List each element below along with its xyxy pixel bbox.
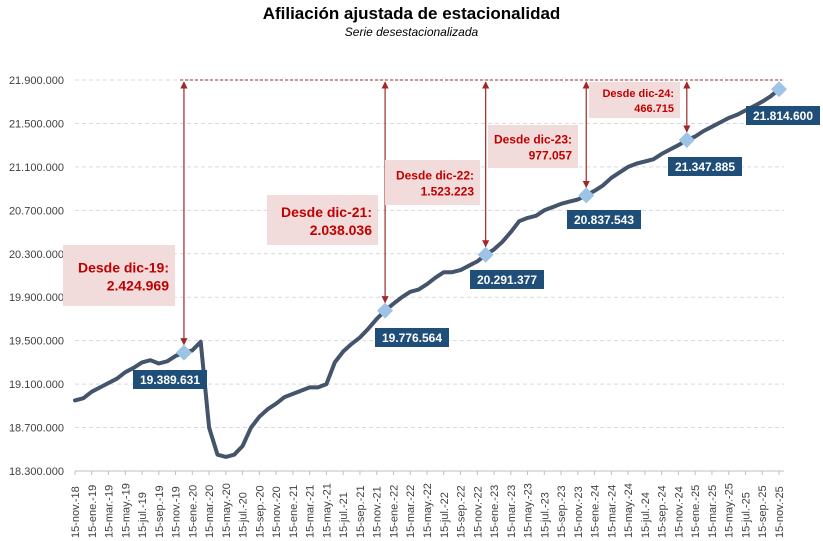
x-tick-label: 15-ene.-23 xyxy=(489,485,501,538)
value-label-box xyxy=(668,157,742,176)
annotation-value: 1.523.223 xyxy=(421,185,475,199)
value-label-box xyxy=(470,270,544,289)
x-tick-label: 15-jul.-25 xyxy=(740,492,752,538)
annotation-title: Desde dic-22: xyxy=(396,169,474,183)
x-tick-label: 15-sep.-23 xyxy=(556,485,568,538)
x-tick-label: 15-ene.-25 xyxy=(690,485,702,538)
diamond-marker xyxy=(377,302,394,319)
diamond-marker xyxy=(771,81,787,98)
x-tick-label: 15-ene.-22 xyxy=(388,485,400,538)
annotation-box xyxy=(589,82,680,118)
annotation-box xyxy=(488,125,578,168)
diamond-marker xyxy=(477,246,494,263)
value-label-box xyxy=(133,370,207,389)
x-tick-label: 15-nov.-20 xyxy=(271,486,283,538)
y-tick-label: 21.500.000 xyxy=(9,118,64,130)
x-tick-label: 15-nov.-22 xyxy=(472,486,484,538)
x-tick-label: 15-mar.-20 xyxy=(204,485,216,538)
x-tick-label: 15-may.-22 xyxy=(422,483,434,538)
chart-title: Afiliación ajustada de estacionalidad xyxy=(262,4,561,23)
x-tick-label: 15-nov.-24 xyxy=(673,486,685,538)
x-tick-label: 15-may.-20 xyxy=(221,483,233,538)
value-label: 21.814.600 xyxy=(753,109,813,123)
x-tick-label: 15-jul.-24 xyxy=(640,492,652,538)
x-tick-label: 15-may.-19 xyxy=(120,483,132,538)
diamond-marker xyxy=(578,187,595,204)
x-tick-label: 15-sep.-24 xyxy=(657,485,669,538)
value-label: 20.837.543 xyxy=(574,213,634,227)
annotation-value: 2.424.969 xyxy=(107,278,169,294)
annotation-value: 466.715 xyxy=(634,103,674,115)
diamond-marker xyxy=(678,131,695,148)
x-tick-label: 15-sep.-25 xyxy=(757,485,769,538)
value-label-box xyxy=(567,210,641,229)
annotation-box xyxy=(385,160,480,205)
x-tick-label: 15-ene.-21 xyxy=(288,485,300,538)
annotation-value: 2.038.036 xyxy=(310,222,372,238)
x-tick-label: 15-may.-24 xyxy=(623,483,635,538)
x-tick-label: 15-mar.-23 xyxy=(506,485,518,538)
y-tick-label: 21.100.000 xyxy=(9,162,64,174)
x-tick-label: 15-mar.-19 xyxy=(104,485,116,538)
y-tick-label: 19.100.000 xyxy=(9,379,64,391)
diamond-marker xyxy=(175,344,192,361)
annotation-box xyxy=(267,195,378,245)
x-tick-label: 15-ene.-24 xyxy=(590,485,602,538)
x-tick-label: 15-sep.-22 xyxy=(456,485,468,538)
x-tick-label: 15-jul.-23 xyxy=(539,492,551,538)
annotation-box xyxy=(63,245,175,306)
x-tick-label: 15-mar.-22 xyxy=(405,485,417,538)
x-tick-label: 15-nov.-23 xyxy=(573,486,585,538)
value-label: 20.291.377 xyxy=(477,273,537,287)
x-tick-label: 15-jul.-22 xyxy=(439,492,451,538)
value-label: 21.347.885 xyxy=(675,160,735,174)
value-label: 19.389.631 xyxy=(140,373,200,387)
chart-subtitle: Serie desestacionalizada xyxy=(344,25,479,39)
x-tick-label: 15-jul.-21 xyxy=(338,492,350,538)
x-tick-label: 15-sep.-20 xyxy=(254,485,266,538)
x-tick-label: 15-mar.-24 xyxy=(606,485,618,538)
x-tick-label: 15-may.-25 xyxy=(724,483,736,538)
y-tick-label: 20.700.000 xyxy=(9,205,64,217)
x-tick-label: 15-sep.-19 xyxy=(154,485,166,538)
x-tick-label: 15-may.-21 xyxy=(321,483,333,538)
x-tick-label: 15-sep.-21 xyxy=(355,485,367,538)
y-tick-label: 18.300.000 xyxy=(9,466,64,478)
x-tick-label: 15-may.-23 xyxy=(523,483,535,538)
x-tick-label: 15-ene.-20 xyxy=(187,485,199,538)
y-tick-label: 19.900.000 xyxy=(9,292,64,304)
y-tick-label: 21.900.000 xyxy=(9,75,64,87)
x-tick-label: 15-nov.-21 xyxy=(372,486,384,538)
annotation-title: Desde dic-21: xyxy=(281,204,372,220)
annotation-title: Desde dic-24: xyxy=(602,88,674,100)
value-label-box xyxy=(375,328,449,347)
x-tick-label: 15-nov.-25 xyxy=(774,486,786,538)
x-tick-label: 15-mar.-21 xyxy=(305,485,317,538)
annotation-title: Desde dic-23: xyxy=(494,133,572,147)
value-label-box xyxy=(746,106,820,125)
x-tick-label: 15-jul.-19 xyxy=(137,492,149,538)
x-tick-label: 15-ene.-19 xyxy=(87,485,99,538)
x-tick-label: 15-nov.-19 xyxy=(171,486,183,538)
x-tick-label: 15-jul.-20 xyxy=(238,492,250,538)
y-tick-label: 20.300.000 xyxy=(9,249,64,261)
series-line xyxy=(73,87,781,459)
annotation-title: Desde dic-19: xyxy=(78,260,169,276)
x-tick-label: 15-mar.-25 xyxy=(707,485,719,538)
x-tick-label: 15-nov.-18 xyxy=(70,486,82,538)
y-tick-label: 19.500.000 xyxy=(9,336,64,348)
annotation-value: 977.057 xyxy=(529,149,573,163)
y-tick-label: 18.700.000 xyxy=(9,423,64,435)
value-label: 19.776.564 xyxy=(382,331,442,345)
